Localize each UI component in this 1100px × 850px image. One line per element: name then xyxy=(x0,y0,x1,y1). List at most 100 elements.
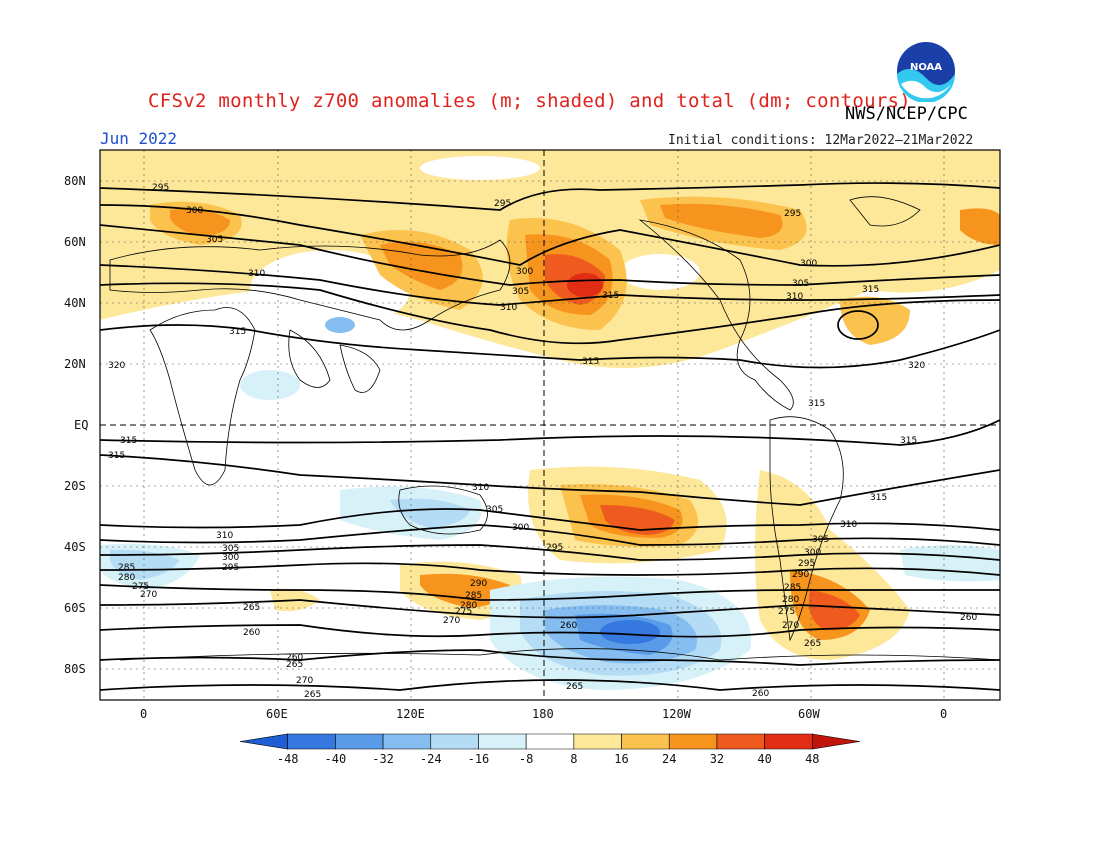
contour-label: 285 xyxy=(118,563,135,573)
map-title: CFSv2 monthly z700 anomalies (m; shaded)… xyxy=(148,90,912,112)
colorbar-swatch xyxy=(716,733,765,750)
lat-tick: 40S xyxy=(64,540,86,554)
contour-label: 260 xyxy=(560,621,577,631)
contour-label: 310 xyxy=(472,483,489,493)
lon-tick: 180 xyxy=(532,707,554,721)
contour-label: 260 xyxy=(286,653,303,663)
colorbar-swatch xyxy=(525,733,575,750)
contour-label: 310 xyxy=(248,269,265,279)
contour-label: 305 xyxy=(812,535,829,545)
colorbar-swatch xyxy=(764,733,813,750)
contour-label: 285 xyxy=(784,583,801,593)
contour-label: 300 xyxy=(186,206,203,216)
lat-tick: 80S xyxy=(64,662,86,676)
contour-label: 275 xyxy=(132,582,149,592)
contour-label: 270 xyxy=(443,616,460,626)
longitude-axis: 0 60E 120E 180 120W 60W 0 xyxy=(140,707,947,721)
gridlines xyxy=(100,150,1000,700)
contour-label: 320 xyxy=(908,361,925,371)
lon-tick: 120E xyxy=(396,707,425,721)
contour-label: 315 xyxy=(582,357,599,367)
lat-tick: 20N xyxy=(64,357,86,371)
contour-label: 305 xyxy=(486,505,503,515)
contour-label: 305 xyxy=(792,279,809,289)
contour-label: 305 xyxy=(512,287,529,297)
contour-label: 265 xyxy=(566,682,583,692)
contour-labels: 295 300 305 310 315 320 295 300 305 310 … xyxy=(108,183,977,700)
colorbar-label: 32 xyxy=(710,752,724,766)
colorbar-label: 16 xyxy=(614,752,628,766)
contour-label: 265 xyxy=(804,639,821,649)
contour-label: 305 xyxy=(206,235,223,245)
contour-label: 280 xyxy=(782,595,799,605)
month-label: Jun 2022 xyxy=(100,129,178,148)
colorbar-label: 24 xyxy=(662,752,676,766)
contour-label: 270 xyxy=(140,590,157,600)
contour-label: 275 xyxy=(778,607,795,617)
contour-label: 295 xyxy=(494,199,511,209)
initial-conditions-label: Initial conditions: 12Mar2022–21Mar2022 xyxy=(668,133,974,148)
contour-label: 270 xyxy=(782,621,799,631)
contour-label: 265 xyxy=(286,660,303,670)
colorbar-swatch xyxy=(573,733,622,750)
contour-label: 290 xyxy=(470,579,487,589)
colorbar-swatch xyxy=(478,733,527,750)
contour-label: 280 xyxy=(118,573,135,583)
contour-label: 310 xyxy=(786,292,803,302)
colorbar-label: 40 xyxy=(757,752,771,766)
colorbar-label: -24 xyxy=(420,752,442,766)
lat-tick: EQ xyxy=(74,418,88,432)
contour-label: 275 xyxy=(455,607,472,617)
colorbar-swatch xyxy=(812,733,861,750)
height-contours xyxy=(100,182,1000,691)
contour-label: 300 xyxy=(512,523,529,533)
contour-label: 295 xyxy=(798,559,815,569)
lon-tick: 60E xyxy=(266,707,288,721)
lat-tick: 20S xyxy=(64,479,86,493)
contour-label: 280 xyxy=(460,601,477,611)
agency-label: NWS/NCEP/CPC xyxy=(845,104,968,124)
contour-label: 315 xyxy=(120,436,137,446)
contour-label: 290 xyxy=(792,570,809,580)
colorbar-swatch xyxy=(335,733,384,750)
colorbar-label: 48 xyxy=(805,752,819,766)
lat-tick: 60N xyxy=(64,235,86,249)
colorbar-label: 8 xyxy=(570,752,577,766)
colorbar-swatch xyxy=(621,733,670,750)
contour-label: 315 xyxy=(870,493,887,503)
contour-label: 265 xyxy=(304,690,321,700)
svg-text:NOAA: NOAA xyxy=(910,62,942,73)
colorbar-swatch xyxy=(287,733,336,750)
contour-label: 320 xyxy=(108,361,125,371)
colorbar-label: -48 xyxy=(277,752,299,766)
contour-label: 270 xyxy=(296,676,313,686)
lon-tick: 120W xyxy=(662,707,692,721)
colorbar-label: -32 xyxy=(372,752,394,766)
contour-label: 315 xyxy=(229,327,246,337)
contour-label: 315 xyxy=(108,451,125,461)
contour-label: 260 xyxy=(752,689,769,699)
contour-label: 285 xyxy=(465,591,482,601)
contour-label: 310 xyxy=(500,303,517,313)
map-frame xyxy=(99,149,1001,701)
contour-label: 295 xyxy=(784,209,801,219)
colorbar-swatch xyxy=(239,733,288,750)
contour-label: 305 xyxy=(222,544,239,554)
colorbar-swatch xyxy=(668,733,718,750)
colorbar-label: -16 xyxy=(468,752,490,766)
contour-label: 310 xyxy=(840,520,857,530)
contour-label: 300 xyxy=(804,548,821,558)
contour-label: 315 xyxy=(900,436,917,446)
contour-label: 315 xyxy=(602,291,619,301)
contour-label: 295 xyxy=(546,543,563,553)
contour-label: 300 xyxy=(222,553,239,563)
latitude-axis: 80N 60N 40N 20N EQ 20S 40S 60S 80S xyxy=(64,174,88,676)
contour-label: 315 xyxy=(862,285,879,295)
contour-label: 260 xyxy=(243,628,260,638)
lon-tick: 0 xyxy=(940,707,947,721)
noaa-logo-icon: NOAA xyxy=(897,42,955,102)
colorbar-swatch xyxy=(430,733,479,750)
contour-label: 295 xyxy=(152,183,169,193)
colorbar-label: -8 xyxy=(519,752,533,766)
